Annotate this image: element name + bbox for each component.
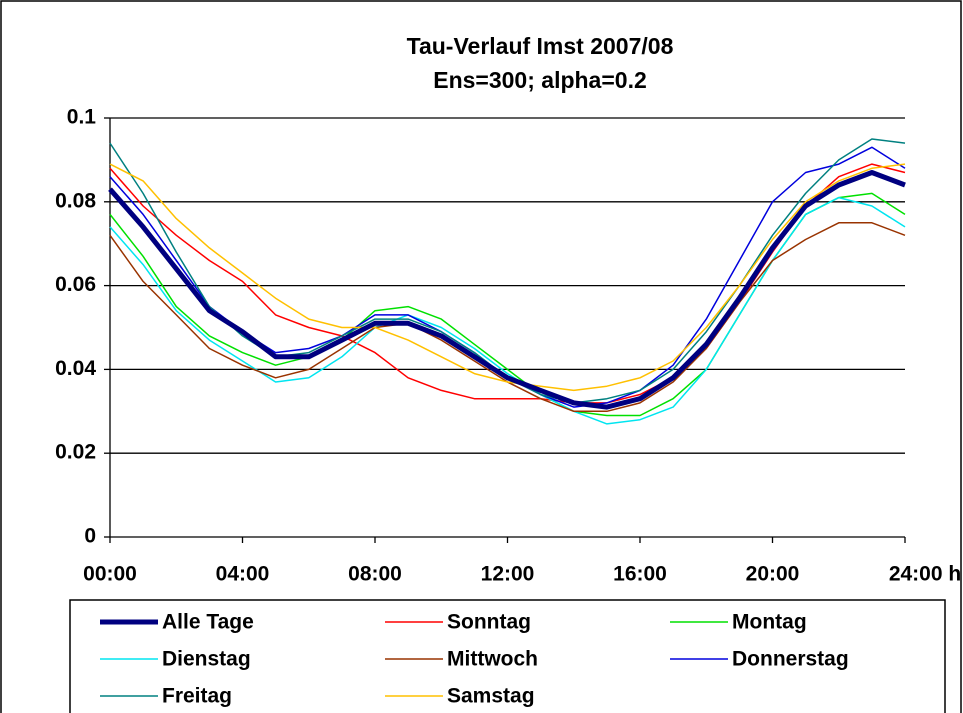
- x-tick-label: 24:00 h: [889, 563, 961, 586]
- chart-title: Tau-Verlauf Imst 2007/08: [407, 33, 674, 59]
- series-line: [109, 163, 906, 392]
- legend-label: Mittwoch: [447, 648, 538, 671]
- y-tick-label: 0.1: [67, 106, 97, 129]
- legend-label: Freitag: [162, 685, 232, 708]
- x-tick-label: 16:00: [613, 563, 667, 586]
- x-tick-label: 20:00: [746, 563, 800, 586]
- y-tick-label: 0.06: [55, 273, 96, 296]
- legend-label: Samstag: [447, 685, 535, 708]
- y-tick-label: 0.08: [55, 189, 96, 212]
- legend-label: Dienstag: [162, 648, 251, 671]
- chart-subtitle: Ens=300; alpha=0.2: [433, 67, 647, 93]
- y-tick-label: 0.04: [55, 357, 96, 380]
- y-tick-label: 0: [84, 525, 96, 548]
- legend-box: [69, 599, 946, 713]
- legend-label: Donnerstag: [732, 648, 849, 671]
- y-tick-label: 0.02: [55, 441, 96, 464]
- x-tick-label: 08:00: [348, 563, 402, 586]
- x-tick-label: 04:00: [216, 563, 270, 586]
- legend-label: Montag: [732, 611, 807, 634]
- x-tick-label: 00:00: [83, 563, 137, 586]
- series-line: [108, 170, 906, 410]
- legend-label: Alle Tage: [162, 611, 254, 634]
- x-tick-label: 12:00: [481, 563, 535, 586]
- legend-label: Sonntag: [447, 611, 531, 634]
